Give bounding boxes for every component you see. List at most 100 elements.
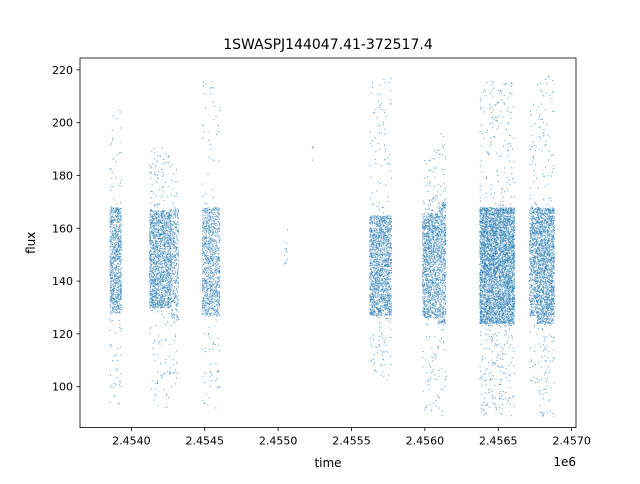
data-point [167, 277, 169, 279]
data-point [111, 295, 112, 297]
data-point [149, 302, 151, 304]
data-point [162, 300, 164, 301]
data-point [213, 301, 215, 303]
data-point [165, 274, 167, 276]
data-point [161, 230, 163, 232]
data-point [164, 256, 166, 258]
data-point [116, 221, 118, 223]
data-point [172, 204, 174, 206]
data-point [213, 288, 215, 290]
data-point [218, 247, 220, 249]
data-point [116, 216, 118, 218]
data-point [114, 294, 116, 296]
data-point [174, 247, 176, 249]
data-point [167, 250, 169, 252]
data-point [156, 288, 158, 290]
data-point [117, 212, 119, 214]
data-point [178, 223, 180, 225]
data-point [209, 277, 211, 279]
data-point [118, 241, 120, 243]
data-point [116, 283, 118, 285]
data-point [156, 246, 158, 248]
data-point [208, 238, 210, 240]
data-point [119, 284, 121, 286]
data-point [168, 290, 170, 292]
data-point [176, 302, 178, 304]
data-point [112, 306, 114, 308]
data-point [207, 208, 209, 210]
data-point [116, 258, 118, 260]
data-point [203, 81, 204, 83]
data-point [164, 234, 166, 236]
data-point [119, 239, 120, 241]
data-point [118, 299, 120, 301]
data-point [153, 280, 155, 282]
data-point [157, 255, 159, 256]
data-point [204, 267, 206, 269]
data-point [149, 210, 151, 212]
data-point [161, 214, 163, 216]
data-point [205, 236, 207, 238]
data-point [218, 294, 220, 296]
data-point [151, 300, 153, 302]
data-point [167, 250, 169, 252]
data-point [112, 237, 114, 239]
data-point [119, 327, 121, 329]
data-point [217, 247, 219, 249]
data-point [111, 273, 113, 275]
data-point [171, 312, 173, 313]
data-point [209, 300, 211, 302]
data-point [207, 131, 209, 133]
data-point [114, 238, 116, 240]
data-point [111, 280, 113, 282]
data-point [150, 212, 152, 214]
data-point [110, 310, 112, 312]
data-point [120, 295, 122, 297]
data-point [207, 223, 209, 225]
data-point [119, 382, 121, 384]
data-point [216, 312, 218, 314]
data-point [207, 302, 209, 304]
data-point [119, 275, 121, 277]
data-point [166, 277, 168, 279]
data-point [163, 296, 165, 298]
data-point [206, 224, 208, 226]
data-point [175, 294, 177, 296]
data-point [157, 288, 159, 290]
data-point [161, 296, 163, 298]
data-point [208, 232, 210, 234]
data-point [166, 295, 168, 297]
data-point [153, 282, 154, 283]
data-point [211, 305, 213, 307]
data-point [216, 256, 218, 258]
data-point [174, 294, 176, 296]
data-point [111, 219, 113, 221]
data-point [161, 266, 163, 268]
data-point [169, 373, 171, 375]
data-point [172, 270, 174, 272]
data-point [151, 231, 153, 233]
data-point [112, 216, 114, 218]
data-point [165, 258, 167, 260]
data-point [204, 278, 206, 280]
data-point [166, 278, 168, 280]
data-point [173, 236, 175, 237]
data-point [151, 271, 153, 273]
data-point [110, 290, 112, 292]
data-point [169, 306, 171, 308]
data-point [113, 239, 115, 241]
data-point [153, 288, 155, 290]
data-point [119, 299, 120, 301]
data-point [120, 273, 121, 275]
data-point [110, 218, 112, 219]
data-point [204, 286, 206, 288]
data-point [162, 226, 164, 228]
data-point [119, 308, 121, 310]
data-point [164, 279, 166, 281]
data-point [117, 286, 119, 288]
data-point [165, 275, 167, 277]
data-point [177, 287, 179, 288]
data-point [119, 152, 121, 154]
data-point [215, 236, 217, 238]
data-point [167, 217, 169, 219]
